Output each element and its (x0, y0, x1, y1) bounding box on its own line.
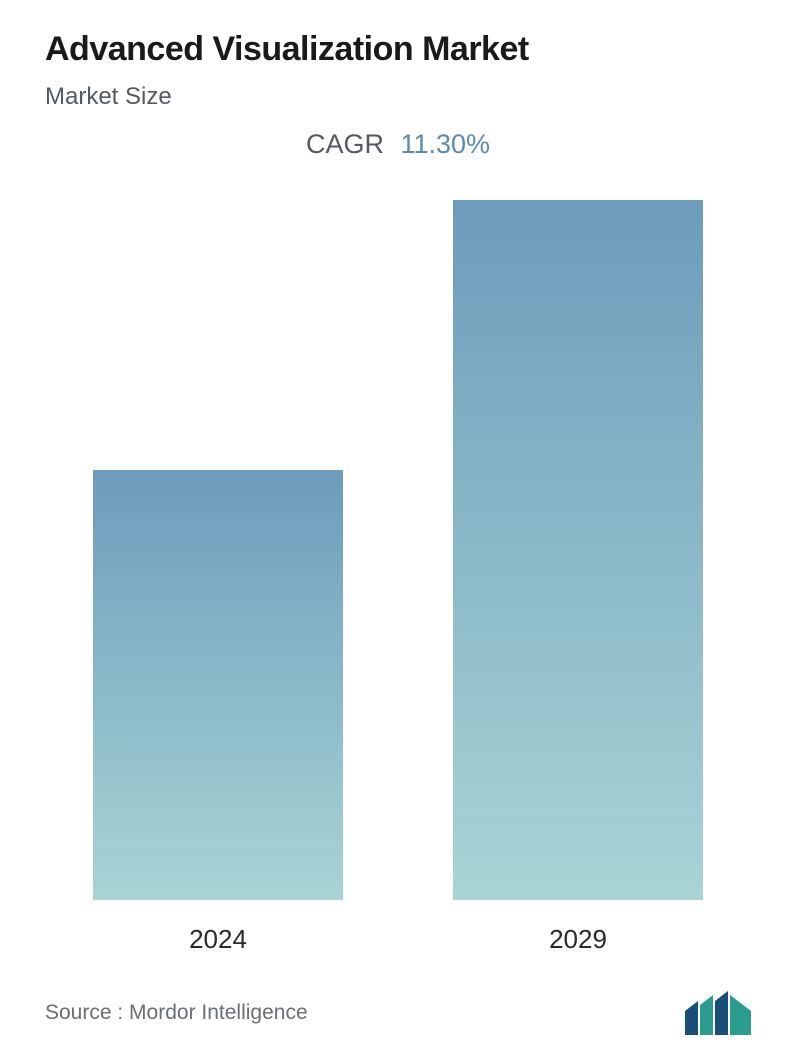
brand-logo-icon (685, 991, 751, 1035)
source-text: Source : Mordor Intelligence (45, 1001, 308, 1025)
chart-footer: Source : Mordor Intelligence (45, 979, 751, 1059)
chart-container: Advanced Visualization Market Market Siz… (0, 0, 796, 1034)
bar-0 (93, 470, 343, 900)
cagr-label: CAGR (306, 129, 384, 159)
cagr-row: CAGR 11.30% (45, 129, 751, 160)
bar-group-0: 2024 (93, 470, 343, 979)
bar-1 (453, 200, 703, 900)
bar-label-1: 2029 (549, 924, 607, 955)
bar-label-0: 2024 (189, 924, 247, 955)
chart-subtitle: Market Size (45, 83, 751, 111)
bar-chart: 2024 2029 (45, 200, 751, 979)
chart-title: Advanced Visualization Market (45, 30, 751, 69)
cagr-value: 11.30% (400, 129, 490, 159)
bar-group-1: 2029 (453, 200, 703, 979)
logo-bars (685, 991, 751, 1035)
